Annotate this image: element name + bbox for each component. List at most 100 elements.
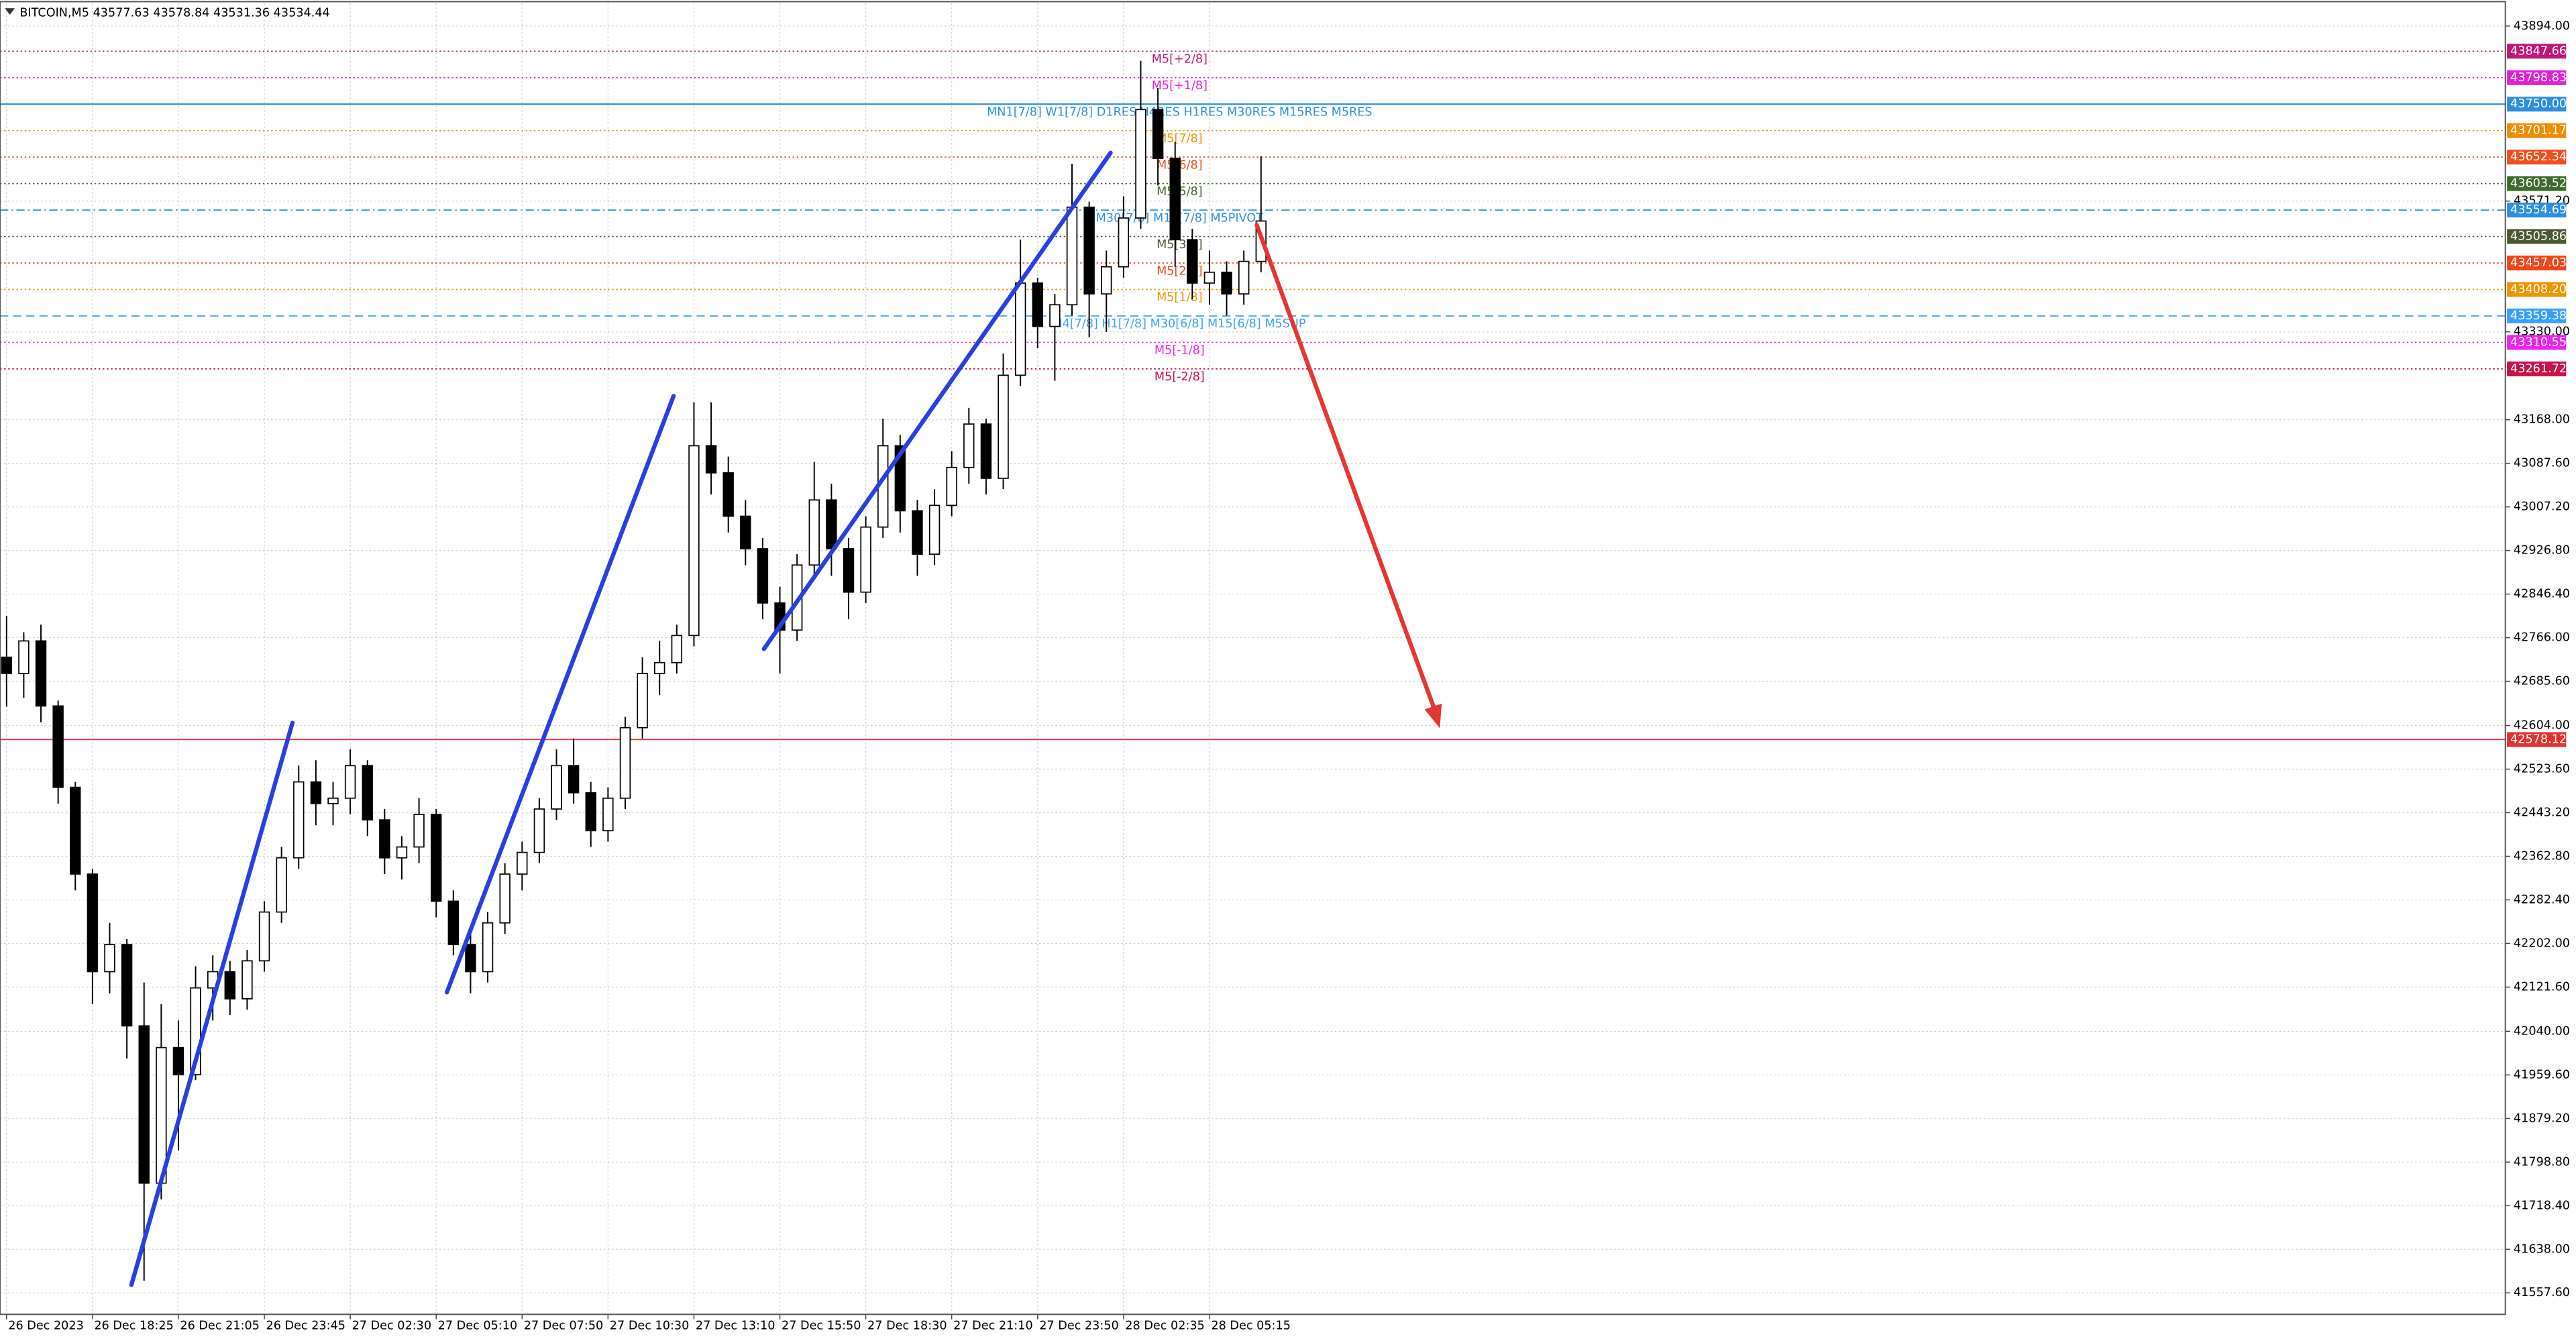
candle-body xyxy=(1083,206,1095,294)
candle-body xyxy=(396,846,408,859)
candle-body xyxy=(241,960,253,1000)
candle-body xyxy=(1203,271,1216,284)
y-tick-label: 42523.60 xyxy=(2514,762,2570,775)
price-tag xyxy=(2507,335,2567,350)
price-tag-label: 43847.66 xyxy=(2510,44,2567,58)
x-tick-label: 26 Dec 2023 xyxy=(8,1319,84,1332)
candle-body xyxy=(619,727,631,799)
grid xyxy=(0,3,2506,1315)
forecast-arrow xyxy=(1254,223,1438,716)
y-tick-label: 42685.60 xyxy=(2514,675,2570,688)
x-tick-label: 27 Dec 02:30 xyxy=(352,1319,432,1332)
candle-body xyxy=(1066,206,1078,306)
price-tag xyxy=(2507,229,2567,244)
candle-body xyxy=(482,922,494,973)
price-tag-label: 43652.34 xyxy=(2510,150,2567,164)
candle-body xyxy=(980,423,992,479)
candle-body xyxy=(1135,109,1146,219)
y-tick-label: 41959.60 xyxy=(2514,1068,2570,1081)
candle-body xyxy=(499,873,511,924)
price-tag-label: 43554.69 xyxy=(2510,203,2567,217)
price-tag-label: 42578.12 xyxy=(2510,733,2567,746)
candle-body xyxy=(585,792,596,832)
candle-body xyxy=(928,504,941,555)
y-tick-label: 42766.00 xyxy=(2514,631,2570,645)
y-tick-label: 41557.60 xyxy=(2514,1286,2570,1299)
candle-body xyxy=(1,656,12,674)
candle-body xyxy=(1049,304,1061,327)
y-tick-label: 41638.00 xyxy=(2514,1242,2570,1256)
x-tick-label: 28 Dec 05:15 xyxy=(1211,1319,1291,1332)
trend-line xyxy=(129,720,295,1287)
plot-frame xyxy=(0,1,2506,1316)
candle-body xyxy=(602,797,614,832)
candle-body xyxy=(808,499,820,566)
candle-body xyxy=(258,911,270,962)
candle-body xyxy=(860,526,871,593)
x-tick-label: 27 Dec 13:10 xyxy=(696,1319,775,1332)
candle-body xyxy=(121,944,133,1027)
candle-body xyxy=(894,445,906,512)
price-tag xyxy=(2507,150,2567,165)
price-tag-label: 43457.03 xyxy=(2510,256,2567,270)
y-tick-label: 43007.20 xyxy=(2514,500,2570,514)
arrow-head xyxy=(1424,703,1442,729)
drawings xyxy=(129,150,1442,1287)
candle-body xyxy=(1221,271,1232,294)
candle-body xyxy=(1187,239,1198,284)
candle-body xyxy=(138,1025,150,1184)
candle-body xyxy=(293,781,305,859)
candle-body xyxy=(52,705,64,788)
x-tick-label: 27 Dec 07:50 xyxy=(524,1319,604,1332)
x-tick-label: 27 Dec 23:50 xyxy=(1039,1319,1119,1332)
header-arrow xyxy=(5,8,15,15)
candle-body xyxy=(276,857,287,913)
candle-body xyxy=(310,781,322,804)
price-tag-label: 43310.55 xyxy=(2510,335,2567,349)
x-tick-label: 26 Dec 21:05 xyxy=(180,1319,260,1332)
candle-body xyxy=(87,873,99,973)
trend-line xyxy=(761,150,1113,651)
y-tick-label: 42282.40 xyxy=(2514,893,2570,906)
price-tag xyxy=(2507,97,2567,112)
price-tag-label: 43603.52 xyxy=(2510,177,2567,191)
price-tag xyxy=(2507,123,2567,138)
candle-body xyxy=(533,808,545,853)
price-tag xyxy=(2507,282,2567,297)
candle-body xyxy=(517,851,528,875)
x-tick-label: 26 Dec 18:25 xyxy=(94,1319,174,1332)
candle-body xyxy=(1169,158,1181,241)
price-tag xyxy=(2507,308,2567,323)
candle-body xyxy=(104,944,115,973)
price-tag-label: 43701.17 xyxy=(2510,124,2567,138)
y-tick-label: 42926.80 xyxy=(2514,544,2570,557)
candle-body xyxy=(568,765,580,794)
level-label: M5[7/8] xyxy=(1157,132,1203,146)
y-tick-label: 41718.40 xyxy=(2514,1199,2570,1212)
y-tick-label: 43894.00 xyxy=(2514,19,2570,33)
y-tick-label: 43168.00 xyxy=(2514,413,2570,427)
price-tag-label: 43798.83 xyxy=(2510,71,2567,85)
candle-body xyxy=(1152,109,1164,159)
candle-body xyxy=(654,661,665,674)
level-label: M5[1/8] xyxy=(1157,291,1203,305)
y-tick-label: 41798.80 xyxy=(2514,1155,2570,1169)
y-tick-label: 42604.00 xyxy=(2514,718,2570,732)
chart-header: BITCOIN,M5 43577.63 43578.84 43531.36 43… xyxy=(19,7,329,20)
candle-body xyxy=(465,944,476,973)
candle-body xyxy=(826,499,837,549)
candle-body xyxy=(551,765,562,810)
price-tag xyxy=(2507,176,2567,191)
candle-body xyxy=(35,640,47,707)
x-tick-label: 27 Dec 10:30 xyxy=(610,1319,690,1332)
candles xyxy=(1,60,1267,1281)
y-tick-label: 43087.60 xyxy=(2514,457,2570,470)
price-tag xyxy=(2507,203,2567,218)
candle-body xyxy=(757,548,769,604)
price-tag-label: 43505.86 xyxy=(2510,230,2567,244)
level-label: M5[-2/8] xyxy=(1155,370,1205,384)
candle-body xyxy=(362,765,373,820)
x-tick-label: 27 Dec 05:10 xyxy=(438,1319,518,1332)
y-tick-label: 42443.20 xyxy=(2514,806,2570,819)
